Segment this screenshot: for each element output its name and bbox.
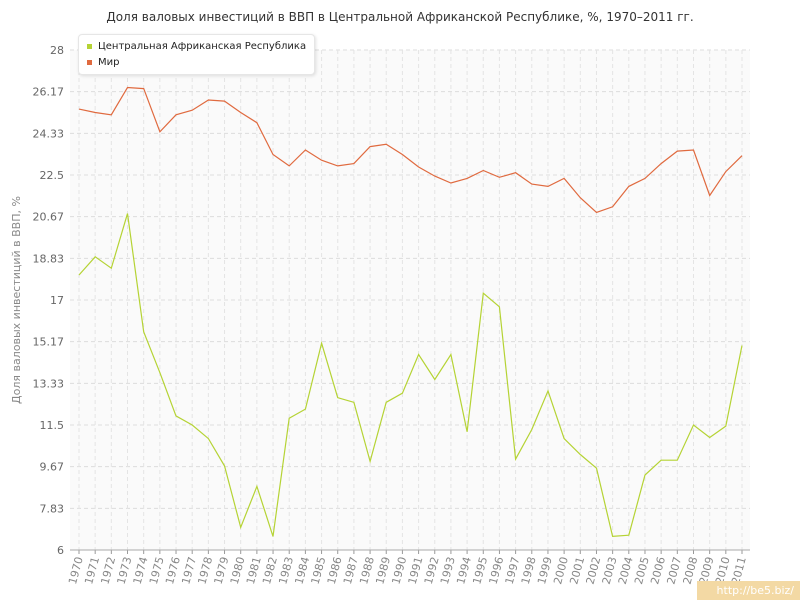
y-tick-label: 11.5: [40, 419, 65, 432]
y-tick-label: 17: [50, 294, 64, 307]
legend: Центральная Африканская Республика Мир: [78, 34, 316, 75]
legend-swatch-car: [87, 43, 92, 49]
y-tick-label: 24.33: [33, 127, 65, 140]
legend-label-car: Центральная Африканская Республика: [98, 40, 307, 52]
legend-item-world[interactable]: Мир: [87, 54, 306, 70]
y-axis-label: Доля валовых инвестиций в ВВП, %: [10, 196, 23, 404]
legend-item-car[interactable]: Центральная Африканская Республика: [87, 38, 306, 54]
chart-title: Доля валовых инвестиций в ВВП в Централь…: [106, 10, 694, 24]
y-tick-label: 13.33: [33, 377, 65, 390]
y-tick-label: 6: [57, 544, 64, 557]
watermark-link[interactable]: http://be5.biz/: [696, 581, 800, 600]
y-tick-label: 26.17: [33, 86, 65, 99]
y-tick-label: 9.67: [40, 461, 65, 474]
y-tick-label: 28: [50, 44, 64, 57]
y-tick-label: 15.17: [33, 336, 65, 349]
series-line-world[interactable]: [78, 86, 743, 214]
y-tick-label: 18.83: [33, 252, 65, 265]
series-line-car[interactable]: [78, 213, 743, 538]
y-tick-label: 20.67: [33, 211, 65, 224]
y-tick-label: 22.5: [40, 169, 65, 182]
y-tick-label: 7.83: [40, 502, 65, 515]
legend-label-world: Мир: [98, 56, 120, 68]
legend-swatch-world: [87, 59, 92, 65]
